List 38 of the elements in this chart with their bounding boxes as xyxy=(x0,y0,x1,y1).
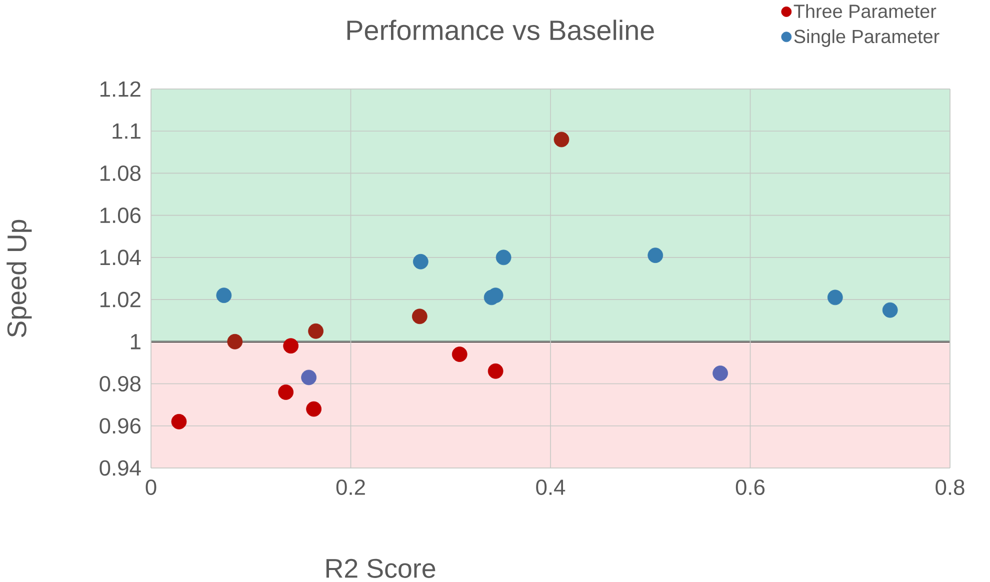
x-axis-title: R2 Score xyxy=(326,558,436,578)
y-tick-label: 0.96 xyxy=(100,418,141,434)
y-tick-label: 1.02 xyxy=(100,292,140,308)
point xyxy=(308,323,324,339)
point xyxy=(827,290,843,306)
y-tick-label: 1.08 xyxy=(100,165,141,181)
chart-title: Performance vs Baseline xyxy=(347,20,654,40)
point xyxy=(301,370,317,386)
legend-label: Single Parameter xyxy=(794,29,940,47)
y-tick-label: 1.06 xyxy=(100,208,141,224)
y-axis-title: Speed Up xyxy=(6,220,32,338)
x-tick-label: 0 xyxy=(146,480,156,496)
y-tick-label: 1.1 xyxy=(112,124,140,139)
point xyxy=(452,346,468,362)
point xyxy=(412,308,428,324)
point xyxy=(216,288,232,304)
y-tick-label: 0.98 xyxy=(100,376,141,392)
point xyxy=(278,384,294,400)
point xyxy=(227,334,243,350)
point xyxy=(712,366,728,381)
x-tick-label: 0.4 xyxy=(536,480,566,496)
y-tick-label: 1 xyxy=(130,334,140,350)
legend-label: Three Parameter xyxy=(794,4,936,18)
x-tick-label: 0.2 xyxy=(336,480,365,496)
y-tick-label: 0.94 xyxy=(100,460,141,476)
point xyxy=(648,248,664,264)
point xyxy=(171,414,187,430)
point xyxy=(306,401,322,417)
point xyxy=(488,363,504,379)
y-tick-label: 1.12 xyxy=(100,81,140,97)
point xyxy=(412,254,428,270)
point xyxy=(496,250,512,266)
point xyxy=(283,338,299,354)
point xyxy=(882,302,898,318)
x-tick-label: 0.6 xyxy=(736,480,765,496)
y-tick-label: 1.04 xyxy=(100,250,141,266)
point xyxy=(554,132,570,148)
x-tick-label: 0.8 xyxy=(936,480,964,496)
